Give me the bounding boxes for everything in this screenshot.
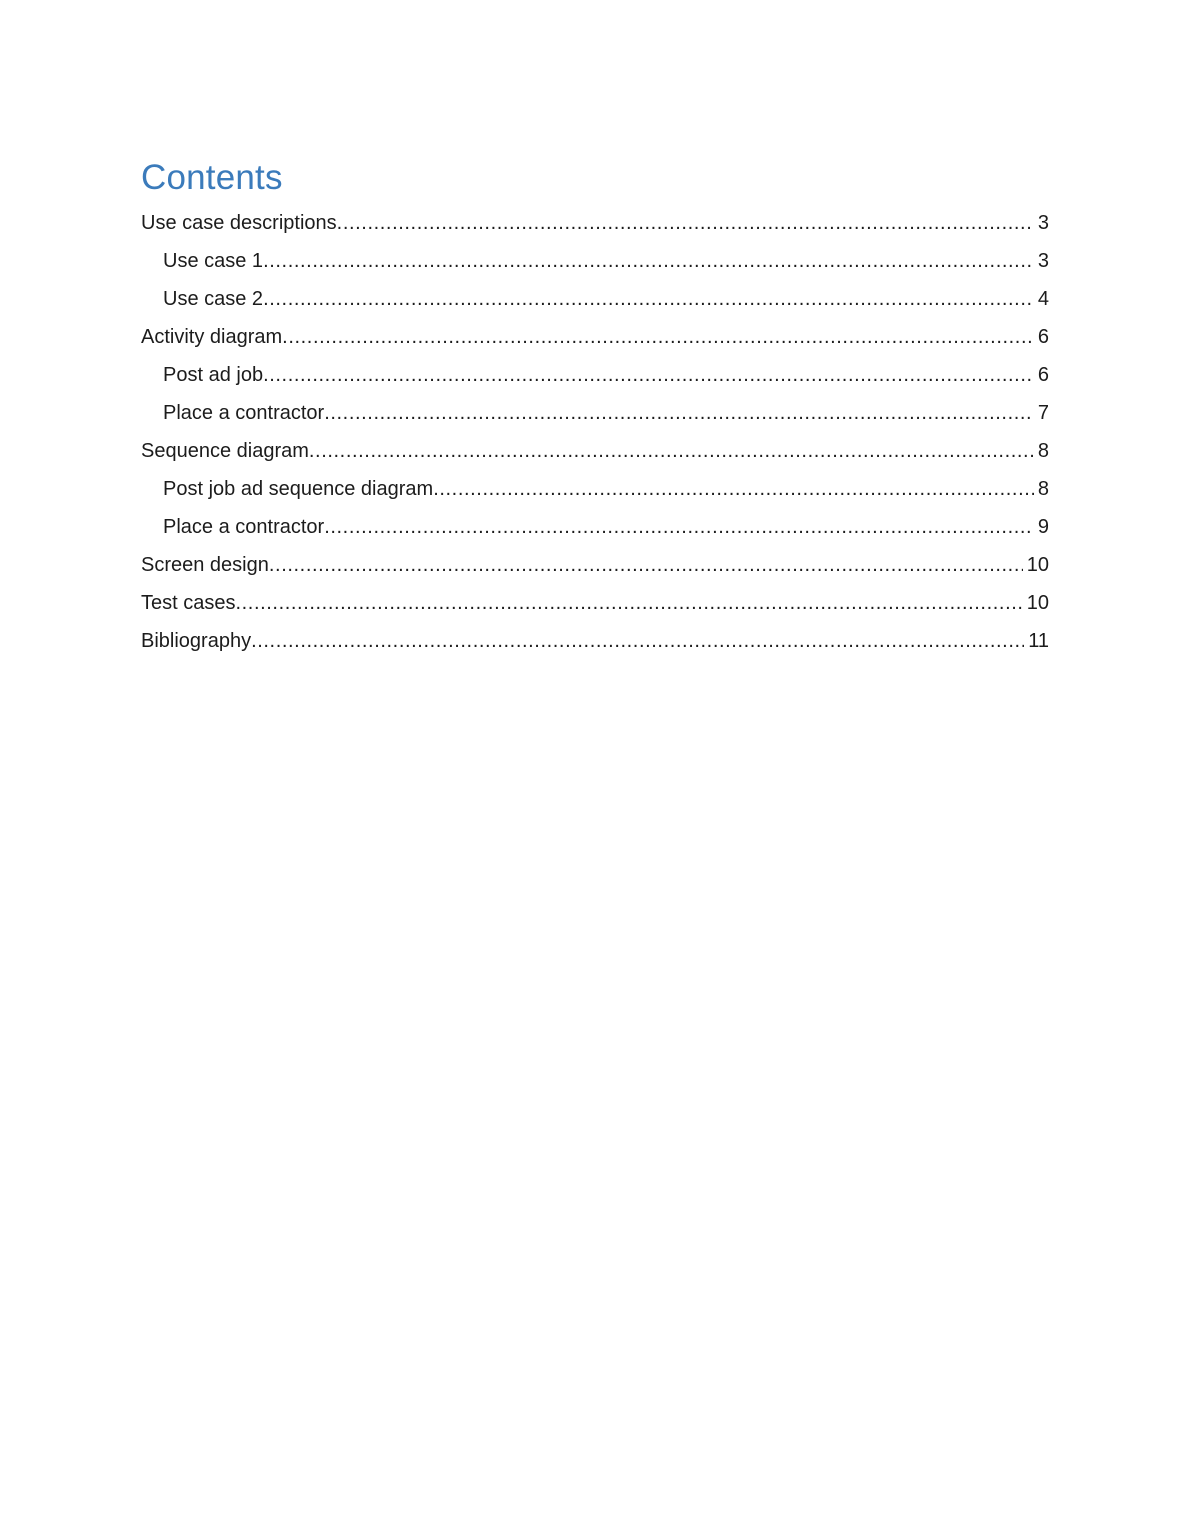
toc-page-number: 6: [1037, 364, 1049, 386]
toc-leader-dots: [324, 394, 1034, 432]
toc-entry-label: Sequence diagram: [141, 440, 309, 462]
toc-entry-label: Bibliography: [141, 630, 252, 652]
toc-page-number: 9: [1037, 516, 1049, 538]
toc-entry-label: Post job ad sequence diagram: [163, 478, 434, 500]
toc-leader-dots: [324, 508, 1034, 546]
toc-leader-dots: [251, 622, 1024, 660]
toc-entry[interactable]: Use case 1 3: [141, 242, 1049, 280]
toc-page-number: 3: [1037, 212, 1049, 234]
toc-entry-label: Activity diagram: [141, 326, 283, 348]
toc-entry-label: Use case 1: [163, 250, 264, 272]
toc-entry-label: Test cases: [141, 592, 236, 614]
toc-entry-label: Use case descriptions: [141, 212, 337, 234]
toc-entry-label: Screen design: [141, 554, 269, 576]
toc-page-number: 10: [1026, 592, 1049, 614]
toc-list: Use case descriptions 3 Use case 1 3 Use…: [141, 204, 1049, 660]
toc-entry[interactable]: Post job ad sequence diagram 8: [141, 470, 1049, 508]
toc-entry[interactable]: Place a contractor 7: [141, 394, 1049, 432]
toc-entry[interactable]: Bibliography 11: [141, 622, 1049, 660]
toc-entry-label: Place a contractor: [163, 516, 325, 538]
toc-entry[interactable]: Use case descriptions 3: [141, 204, 1049, 242]
toc-entry[interactable]: Sequence diagram 8: [141, 432, 1049, 470]
toc-entry-label: Use case 2: [163, 288, 264, 310]
toc-page-number: 8: [1037, 478, 1049, 500]
toc-leader-dots: [269, 546, 1023, 584]
toc-leader-dots: [263, 280, 1034, 318]
toc-page-number: 10: [1026, 554, 1049, 576]
toc-page-number: 3: [1037, 250, 1049, 272]
toc-leader-dots: [235, 584, 1022, 622]
toc-leader-dots: [263, 356, 1034, 394]
toc-entry[interactable]: Use case 2 4: [141, 280, 1049, 318]
toc-page-number: 8: [1037, 440, 1049, 462]
toc-leader-dots: [433, 470, 1034, 508]
toc-entry[interactable]: Activity diagram 6: [141, 318, 1049, 356]
toc-page-number: 7: [1037, 402, 1049, 424]
toc-entry[interactable]: Test cases 10: [141, 584, 1049, 622]
toc-entry-label: Place a contractor: [163, 402, 325, 424]
toc-entry-label: Post ad job: [163, 364, 264, 386]
toc-leader-dots: [337, 204, 1034, 242]
contents-heading: Contents: [141, 158, 283, 197]
toc-leader-dots: [309, 432, 1034, 470]
toc-leader-dots: [263, 242, 1034, 280]
toc-page-number: 4: [1037, 288, 1049, 310]
toc-page-number: 6: [1037, 326, 1049, 348]
toc-page-number: 11: [1028, 630, 1049, 652]
toc-entry[interactable]: Post ad job 6: [141, 356, 1049, 394]
toc-entry[interactable]: Place a contractor 9: [141, 508, 1049, 546]
toc-entry[interactable]: Screen design 10: [141, 546, 1049, 584]
toc-leader-dots: [282, 318, 1034, 356]
table-of-contents: Contents Use case descriptions 3 Use cas…: [141, 156, 1049, 660]
